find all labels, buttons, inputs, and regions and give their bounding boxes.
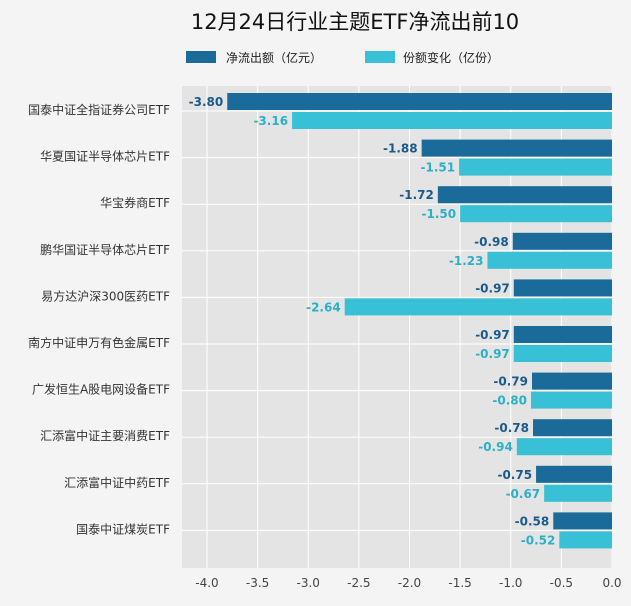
bar-net-outflow <box>512 232 612 250</box>
bar-share-change <box>513 345 612 362</box>
data-label-share-change: -0.80 <box>492 394 527 408</box>
category-label: 广发恒生A股电网设备ETF <box>32 382 170 397</box>
data-label-net-outflow: -3.80 <box>189 95 224 109</box>
data-label-share-change: -3.16 <box>253 114 288 128</box>
data-label-net-outflow: -0.79 <box>493 375 528 389</box>
category-label: 汇添富中证中药ETF <box>64 475 170 490</box>
data-label-share-change: -1.50 <box>422 207 457 221</box>
bar-share-change <box>559 531 612 549</box>
bar-net-outflow <box>553 512 612 530</box>
chart-title: 12月24日行业主题ETF净流出前10 <box>191 10 519 34</box>
data-label-share-change: -0.97 <box>475 347 510 361</box>
x-tick-label: -3.5 <box>246 576 269 590</box>
bar-net-outflow <box>536 465 612 483</box>
category-label: 国泰中证全指证券公司ETF <box>28 102 170 117</box>
x-tick-label: -1.0 <box>499 576 522 590</box>
bars: -3.80 -3.16 -1.88-1.51 -1.72 -1.50 -0.98 -1.23… <box>189 93 612 549</box>
bar-share-change <box>544 484 612 502</box>
category-label: 华夏国证半导体芯片ETF <box>40 150 170 164</box>
bar-share-change <box>459 158 612 176</box>
category-label: 华宝券商ETF <box>100 195 170 210</box>
bar-net-outflow <box>437 186 612 204</box>
data-label-net-outflow: -0.97 <box>475 281 510 295</box>
x-tick-label: -3.0 <box>297 576 320 590</box>
bar-share-change <box>460 205 612 223</box>
data-label-net-outflow: -0.98 <box>474 235 509 249</box>
bar-net-outflow <box>513 326 612 343</box>
bar-share-change <box>487 251 612 269</box>
data-label-net-outflow: -0.58 <box>515 514 550 528</box>
category-label: 鹏华国证半导体芯片ETF <box>40 243 170 257</box>
data-label-share-change: -0.67 <box>506 487 541 501</box>
x-tick-label: -4.0 <box>195 576 218 590</box>
x-tick-label: 0.0 <box>602 576 621 590</box>
data-label-net-outflow: -0.78 <box>494 421 529 435</box>
legend-swatch-net-outflow <box>186 51 216 63</box>
category-label: 汇添富中证主要消费ETF <box>40 428 170 443</box>
legend: 净流出额（亿元） 份额变化（亿份） <box>186 50 499 65</box>
data-label-net-outflow: -1.72 <box>399 188 434 202</box>
data-label-share-change: -0.52 <box>521 533 556 547</box>
bar-net-outflow <box>533 419 612 437</box>
bar-share-change <box>516 438 612 456</box>
data-label-net-outflow: -0.75 <box>497 468 532 482</box>
x-tick-label: -2.0 <box>398 576 421 590</box>
bar-net-outflow <box>227 93 612 110</box>
data-label-net-outflow: -0.97 <box>475 328 510 342</box>
category-label: 易方达沪深300医药ETF <box>41 288 170 303</box>
data-label-share-change: -1.51 <box>421 161 456 175</box>
data-label-share-change: -1.23 <box>449 254 484 268</box>
x-tick-label: -1.5 <box>448 576 471 590</box>
legend-swatch-share-change <box>365 51 395 63</box>
bar-share-change <box>344 298 612 316</box>
data-label-share-change: -0.94 <box>478 440 513 454</box>
x-tick-label: -2.5 <box>347 576 370 590</box>
x-tick-labels: -4.0 -3.5 -3.0 -2.5 -2.0 -1.5 -1.0 -0.5 0.0 <box>195 576 621 590</box>
data-label-net-outflow: -1.88 <box>383 142 418 156</box>
bar-net-outflow <box>513 279 612 297</box>
bar-share-change <box>531 391 612 409</box>
x-tick-label: -0.5 <box>550 576 573 590</box>
category-label: 南方中证申万有色金属ETF <box>28 335 170 350</box>
bar-net-outflow <box>532 372 612 390</box>
category-label: 国泰中证煤炭ETF <box>76 521 170 536</box>
bar-share-change <box>292 112 612 129</box>
data-label-share-change: -2.64 <box>306 300 341 314</box>
bar-net-outflow <box>421 139 612 157</box>
category-labels: 国泰中证全指证券公司ETF 华夏国证半导体芯片ETF 华宝券商ETF 鹏华国证半导体芯… <box>28 102 170 536</box>
legend-label-share-change: 份额变化（亿份） <box>403 50 499 65</box>
legend-label-net-outflow: 净流出额（亿元） <box>226 50 322 65</box>
